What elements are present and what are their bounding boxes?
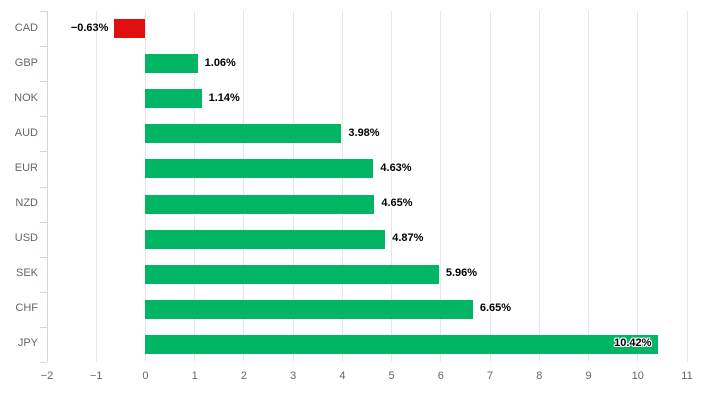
- data-label-nok: 1.14%: [208, 91, 240, 104]
- x-axis-tick-label: 11: [681, 370, 693, 382]
- bar-jpy[interactable]: [145, 334, 659, 354]
- data-label-jpy: 10.42%: [614, 337, 652, 350]
- y-axis-label-usd: USD: [14, 232, 38, 245]
- bar-eur[interactable]: [145, 159, 374, 179]
- x-gridline: [95, 11, 97, 362]
- bar-cad[interactable]: [114, 19, 146, 39]
- bar-usd[interactable]: [145, 229, 386, 249]
- y-axis-label-nok: NOK: [14, 91, 38, 104]
- data-label-gbp: 1.06%: [204, 56, 236, 69]
- x-gridline: [588, 11, 590, 362]
- x-gridline: [637, 11, 639, 362]
- x-axis-tick-label: 7: [487, 370, 494, 382]
- y-axis-label-chf: CHF: [15, 302, 38, 315]
- data-label-sek: 5.96%: [445, 267, 478, 280]
- y-axis-label-jpy: JPY: [17, 337, 38, 350]
- x-axis-tick-label: −1: [89, 370, 103, 382]
- bar-nok[interactable]: [145, 89, 202, 109]
- category-axis-tick: [40, 151, 47, 153]
- x-gridline: [292, 11, 294, 362]
- category-axis-tick: [40, 221, 47, 223]
- x-gridline: [243, 11, 245, 362]
- x-gridline: [489, 11, 491, 362]
- bar-gbp[interactable]: [145, 54, 198, 74]
- data-label-usd: 4.87%: [392, 232, 424, 245]
- data-label-chf: 6.65%: [479, 302, 512, 315]
- x-axis-tick-label: 9: [585, 370, 592, 382]
- y-axis-label-sek: SEK: [15, 267, 38, 280]
- category-axis-line: [47, 11, 48, 362]
- category-axis-tick: [40, 362, 47, 363]
- data-label-eur: 4.63%: [380, 161, 412, 174]
- category-axis-tick: [40, 256, 47, 258]
- data-label-cad: −0.63%: [70, 21, 109, 34]
- x-axis-tick-label: 1: [191, 370, 198, 382]
- x-axis-tick-label: 6: [437, 370, 444, 382]
- x-axis-tick-label: −2: [40, 370, 54, 382]
- bar-sek[interactable]: [145, 264, 439, 284]
- data-label-aud: 3.98%: [348, 126, 380, 139]
- x-gridline: [391, 11, 393, 362]
- y-axis-label-gbp: GBP: [14, 56, 38, 69]
- x-gridline: [686, 11, 688, 362]
- bar-chf[interactable]: [145, 299, 473, 319]
- y-axis-label-nzd: NZD: [15, 197, 38, 210]
- x-gridline: [341, 11, 343, 362]
- bar-aud[interactable]: [145, 124, 342, 144]
- data-label-nzd: 4.65%: [381, 197, 413, 210]
- x-axis-tick-label: 3: [290, 370, 297, 382]
- bar-nzd[interactable]: [145, 194, 375, 214]
- category-axis-tick: [40, 291, 47, 293]
- category-axis-tick: [40, 186, 47, 188]
- category-axis-tick: [40, 11, 47, 12]
- y-axis-label-cad: CAD: [14, 21, 38, 34]
- x-axis-tick-label: 5: [388, 370, 395, 382]
- x-gridline: [440, 11, 442, 362]
- category-axis-tick: [40, 326, 47, 328]
- x-gridline: [194, 11, 196, 362]
- x-gridline: [538, 11, 540, 362]
- x-axis-tick-label: 4: [339, 370, 346, 382]
- x-gridline: [144, 11, 146, 362]
- category-axis-tick: [40, 116, 47, 118]
- category-axis-tick: [40, 81, 47, 83]
- y-axis-label-aud: AUD: [14, 126, 38, 139]
- x-axis-tick-label: 10: [631, 370, 644, 382]
- x-axis-tick-label: 8: [536, 370, 543, 382]
- y-axis-label-eur: EUR: [14, 161, 38, 174]
- x-axis-tick-label: 2: [240, 370, 247, 382]
- x-axis-tick-label: 0: [142, 370, 149, 382]
- category-axis-tick: [40, 46, 47, 48]
